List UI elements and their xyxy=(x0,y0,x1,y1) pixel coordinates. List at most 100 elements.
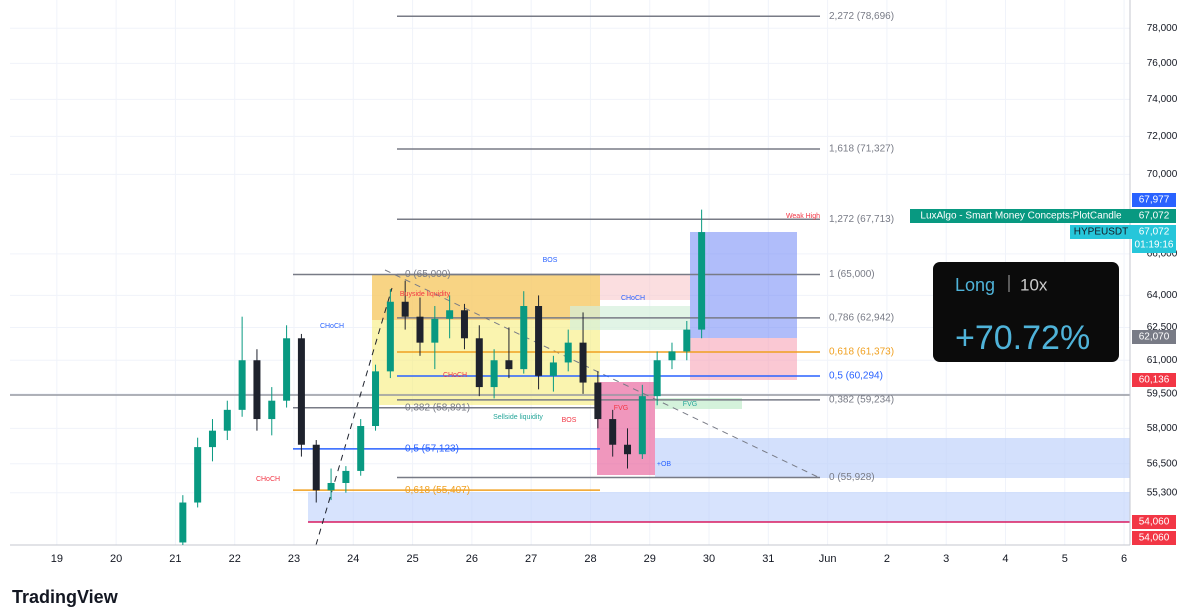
x-tick-label: 23 xyxy=(288,553,300,565)
side: Long xyxy=(955,275,995,295)
y-tick-label: 64,000 xyxy=(1147,290,1178,301)
annotation: Buyside liquidity xyxy=(400,291,451,298)
y-tick-label: 66,000 xyxy=(1147,248,1178,259)
annotation: CHoCH xyxy=(320,323,344,330)
x-tick-label: 22 xyxy=(229,553,241,565)
candle-body xyxy=(327,482,335,491)
candle-body xyxy=(549,362,557,376)
candle-body xyxy=(283,338,291,401)
candle-body xyxy=(416,316,424,343)
y-tick-label: 78,000 xyxy=(1147,23,1178,34)
x-tick-label: 31 xyxy=(762,553,774,565)
indicator-label: LuxAlgo - Smart Money Concepts:PlotCandl… xyxy=(920,211,1122,222)
candle-body xyxy=(668,351,676,361)
x-tick-label: 29 xyxy=(644,553,656,565)
x-tick-label: 3 xyxy=(943,553,949,565)
candle-body xyxy=(312,444,320,491)
price-badge-label: 60,136 xyxy=(1139,375,1170,386)
fib-label: 0,618 (61,373) xyxy=(829,347,894,358)
zones xyxy=(10,232,1130,546)
annotation: FVG xyxy=(683,401,697,408)
candle-body xyxy=(342,470,350,483)
x-tick-label: 21 xyxy=(169,553,181,565)
trend-line xyxy=(315,287,393,546)
y-tick-label: 61,000 xyxy=(1147,355,1178,366)
candle-body xyxy=(564,342,572,363)
x-tick-label: Jun xyxy=(819,553,837,565)
candle-body xyxy=(535,306,543,376)
x-tick-label: 28 xyxy=(584,553,596,565)
annotation: FVG xyxy=(614,405,628,412)
zone xyxy=(690,232,797,338)
candle-body xyxy=(446,310,454,319)
zone xyxy=(600,275,690,300)
zone xyxy=(690,338,797,380)
pnl: +70.72% xyxy=(955,319,1090,357)
price-badge-label: 67,072 xyxy=(1139,211,1170,222)
annotation: CHoCH xyxy=(256,476,280,483)
fib-label: 0,618 (55,407) xyxy=(405,485,470,496)
y-tick-label: 76,000 xyxy=(1147,58,1178,69)
zone xyxy=(655,398,742,409)
x-tick-label: 6 xyxy=(1121,553,1127,565)
fib-label: 1,272 (67,713) xyxy=(829,214,894,225)
candle-body xyxy=(238,360,246,410)
candle-body xyxy=(683,329,691,352)
symbol-label: HYPEUSDT xyxy=(1074,227,1128,238)
fib-label: 0 (55,928) xyxy=(829,472,875,483)
annotation: Weak High xyxy=(786,213,820,220)
price-badge xyxy=(1132,209,1176,223)
x-tick-label: 27 xyxy=(525,553,537,565)
x-tick-label: 2 xyxy=(884,553,890,565)
logo: TradingView xyxy=(12,587,119,607)
candle-body xyxy=(460,310,468,339)
candle-body xyxy=(624,444,632,455)
symbol-tag xyxy=(1070,225,1132,239)
candle-body xyxy=(490,360,498,388)
fib-label: 0,382 (59,234) xyxy=(829,395,894,406)
price-badge xyxy=(1132,373,1176,387)
x-tick-label: 5 xyxy=(1062,553,1068,565)
annotation: CHoCH xyxy=(443,372,467,379)
price-badge xyxy=(1132,515,1176,529)
candle-body xyxy=(505,360,513,370)
annotation: BOS xyxy=(543,257,558,264)
candle-body xyxy=(638,396,646,455)
candle-body xyxy=(594,382,602,420)
annotation: Sellside liquidity xyxy=(493,414,543,421)
price-badge-label: 67,072 xyxy=(1139,227,1170,238)
x-tick-label: 20 xyxy=(110,553,122,565)
price-badge xyxy=(1132,531,1176,545)
y-tick-label: 62,500 xyxy=(1147,322,1178,333)
fib-label: 0,5 (60,294) xyxy=(829,371,883,382)
candle-body xyxy=(223,409,231,431)
fib-label: 0,382 (58,891) xyxy=(405,402,470,413)
annotation: CHoCH xyxy=(621,295,645,302)
zone xyxy=(597,382,655,475)
candle-body xyxy=(653,360,661,397)
candle-body xyxy=(357,426,365,471)
y-tick-label: 59,500 xyxy=(1147,389,1178,400)
candle-body xyxy=(431,318,439,343)
price-badge-label: 54,060 xyxy=(1139,517,1170,528)
candle-body xyxy=(372,371,380,427)
fib-label: 2,272 (78,696) xyxy=(829,11,894,22)
x-tick-label: 24 xyxy=(347,553,359,565)
y-tick-label: 70,000 xyxy=(1147,169,1178,180)
fib-label: 1 (65,000) xyxy=(829,269,875,280)
price-badge-label: 54,060 xyxy=(1139,533,1170,544)
candle-body xyxy=(386,301,394,372)
price-badge-label: 62,070 xyxy=(1139,332,1170,343)
y-tick-label: 56,500 xyxy=(1147,458,1178,469)
candle-body xyxy=(179,502,187,543)
x-tick-label: 30 xyxy=(703,553,715,565)
candle-body xyxy=(401,301,409,317)
x-tick-label: 25 xyxy=(406,553,418,565)
price-badge xyxy=(1132,193,1176,207)
fib-label: 1,618 (71,327) xyxy=(829,144,894,155)
price-badge xyxy=(1132,330,1176,344)
zone xyxy=(655,438,1130,478)
y-tick-label: 55,300 xyxy=(1147,487,1178,498)
y-tick-label: 58,000 xyxy=(1147,423,1178,434)
